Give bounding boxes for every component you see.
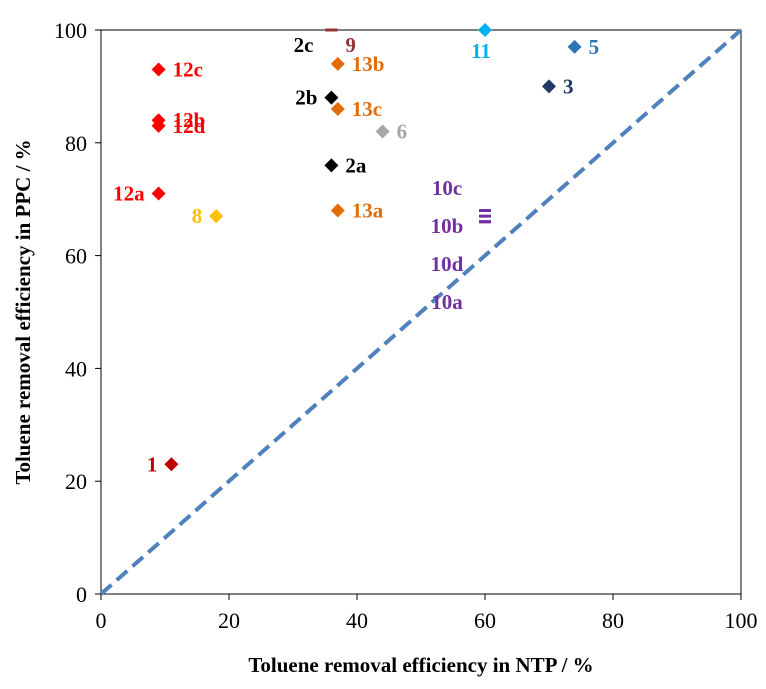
point-label-5: 5 — [589, 35, 600, 59]
x-axis-title: Toluene removal efficiency in NTP / % — [248, 653, 593, 677]
point-label-13b: 13b — [352, 52, 385, 76]
plot-frame — [100, 29, 742, 595]
data-point-10c — [479, 208, 491, 212]
point-label-8: 8 — [192, 204, 203, 228]
y-tick-label: 80 — [65, 131, 87, 156]
data-point-1 — [164, 457, 179, 472]
x-tick-label: 40 — [346, 608, 368, 633]
point-label-10d: 10d — [431, 252, 464, 276]
point-label-13c: 13c — [352, 97, 382, 121]
y-axis-title: Toluene removal efficiency in PPC / % — [11, 139, 35, 484]
data-point-6 — [375, 124, 390, 139]
point-label-13a: 13a — [352, 198, 384, 222]
x-tick-label: 0 — [96, 608, 107, 633]
data-point-10d — [479, 220, 491, 224]
parity-reference-line — [99, 28, 743, 596]
x-tick-label: 100 — [725, 608, 758, 633]
x-tick-label: 80 — [602, 608, 624, 633]
data-point-5 — [567, 39, 582, 54]
data-point-8 — [209, 209, 224, 224]
plot-area — [100, 29, 742, 595]
y-tick-label: 0 — [76, 582, 87, 607]
point-label-3: 3 — [563, 74, 574, 98]
point-label-12a: 12a — [113, 182, 145, 206]
data-point-13c — [330, 101, 345, 116]
data-point-2a — [324, 158, 339, 173]
point-label-12d: 12d — [173, 114, 206, 138]
y-axis-ticks: 0 20 40 60 80 100 — [54, 18, 101, 607]
point-label-2a: 2a — [345, 153, 367, 177]
data-point-12d — [151, 118, 166, 133]
point-label-10a: 10a — [431, 290, 463, 314]
y-tick-label: 60 — [65, 244, 87, 269]
x-tick-label: 20 — [218, 608, 240, 633]
point-label-9: 9 — [345, 33, 356, 57]
point-label-11: 11 — [471, 39, 491, 63]
point-label-2b: 2b — [295, 86, 317, 110]
x-axis-ticks: 0 20 40 60 80 100 — [96, 594, 758, 633]
y-tick-label: 40 — [65, 356, 87, 381]
data-point-3 — [542, 79, 556, 94]
data-point-12c — [151, 62, 166, 77]
data-point-13b — [330, 56, 345, 71]
y-tick-label: 100 — [54, 18, 87, 43]
point-label-10c: 10c — [432, 176, 462, 200]
point-label-6: 6 — [397, 120, 408, 144]
y-tick-label: 20 — [65, 469, 87, 494]
point-label-2c: 2c — [294, 33, 314, 57]
data-point-9 — [325, 28, 338, 32]
data-point-13a — [330, 203, 345, 218]
data-point-2b — [324, 90, 339, 105]
data-points — [151, 23, 582, 472]
point-label-12b: 12b — [173, 108, 206, 132]
point-label-1: 1 — [147, 452, 158, 476]
point-label-12c: 12c — [173, 57, 203, 81]
data-point-10b — [479, 214, 491, 218]
x-tick-label: 60 — [474, 608, 496, 633]
data-point-12a — [151, 186, 166, 201]
point-labels: 12a2b2c3568910a10b10c10d1112a12b12c12d13… — [113, 33, 599, 476]
data-point-11 — [478, 23, 492, 37]
point-label-10b: 10b — [431, 214, 464, 238]
